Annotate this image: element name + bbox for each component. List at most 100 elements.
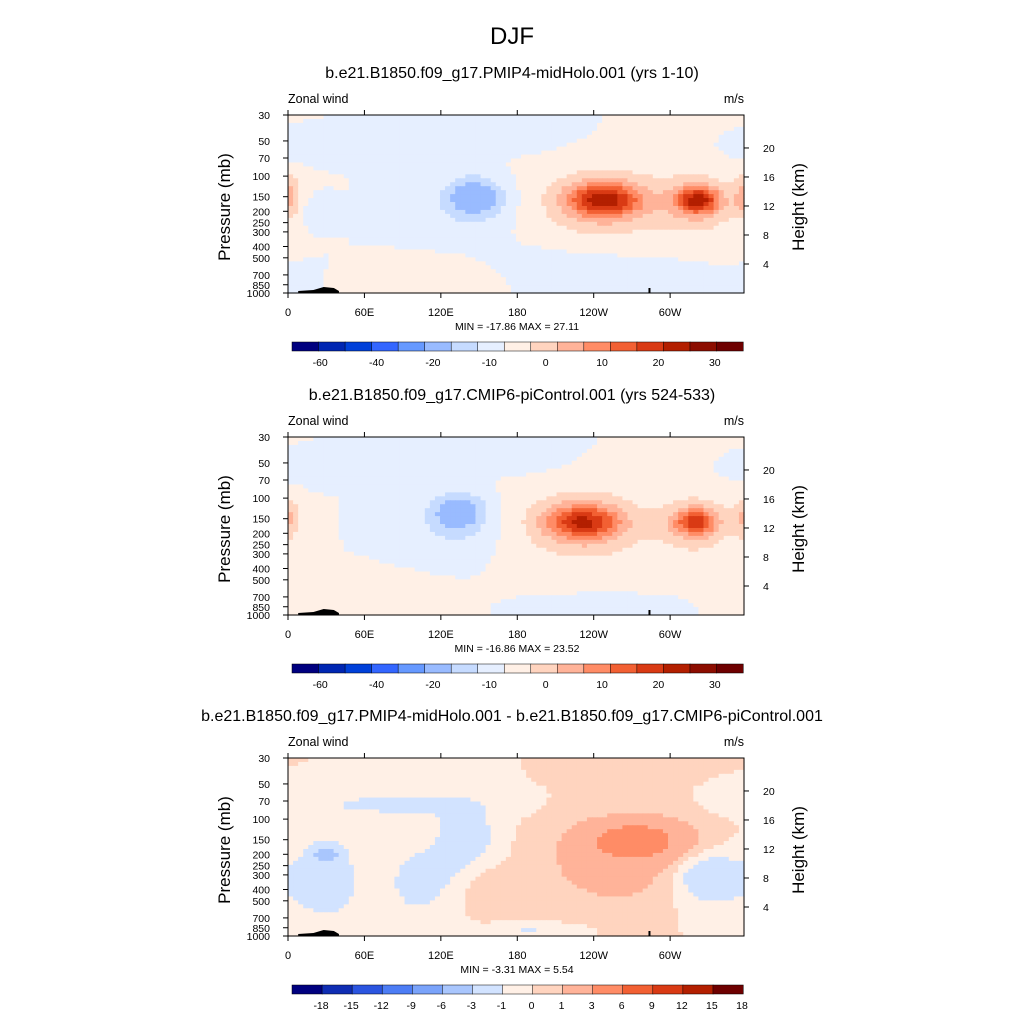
colorbar-label: -18 xyxy=(313,1000,328,1012)
colorbar-label: 15 xyxy=(706,1000,718,1012)
y-tick-label: 300 xyxy=(252,227,270,239)
colorbar-box xyxy=(450,663,479,674)
colorbar-label: -20 xyxy=(425,679,440,691)
colorbar-box xyxy=(450,341,479,352)
colorbar-box xyxy=(557,341,585,352)
plot-frame xyxy=(287,114,745,294)
chart-panel-2: b.e21.B1850.f09_g17.CMIP6-piControl.001 … xyxy=(215,387,808,691)
colorbar-box xyxy=(663,341,691,352)
colorbar-box xyxy=(397,663,426,674)
y-tick-label: 70 xyxy=(258,153,270,165)
colorbar-box xyxy=(442,984,473,995)
colorbar-box xyxy=(381,984,413,995)
colorbar-box xyxy=(532,984,564,995)
colorbar-box xyxy=(371,341,399,352)
y2-tick-label: 16 xyxy=(763,815,775,827)
y2-tick-label: 12 xyxy=(763,201,775,213)
panel-title: b.e21.B1850.f09_g17.CMIP6-piControl.001 … xyxy=(309,387,715,404)
colorbar-box xyxy=(712,984,744,995)
x-tick-label: 180 xyxy=(508,629,526,641)
plot-frame xyxy=(287,436,745,616)
y2-axis-label: Height (km) xyxy=(789,806,808,894)
y-tick-label: 500 xyxy=(252,575,270,587)
plot-frame xyxy=(287,757,745,937)
y-axis-label: Pressure (mb) xyxy=(215,796,234,904)
y-tick-label: 300 xyxy=(252,870,270,882)
y2-tick-label: 20 xyxy=(763,465,775,477)
y-tick-label: 250 xyxy=(252,540,270,552)
colorbar-box xyxy=(636,663,664,674)
topography xyxy=(298,609,339,615)
colorbar-box xyxy=(530,663,558,674)
y-tick-label: 250 xyxy=(252,218,270,230)
colorbar-label: 20 xyxy=(653,357,665,369)
colorbar-label: -10 xyxy=(482,679,497,691)
y-tick-label: 1000 xyxy=(247,931,271,943)
units-label: m/s xyxy=(724,735,744,749)
colorbar-box xyxy=(530,341,558,352)
topography xyxy=(648,610,651,615)
colorbar-box xyxy=(557,663,585,674)
y-tick-label: 30 xyxy=(258,432,270,444)
y-axis-label: Pressure (mb) xyxy=(215,153,234,261)
chart-panel-1: b.e21.B1850.f09_g17.PMIP4-midHolo.001 (y… xyxy=(215,65,808,369)
colorbar-label: 6 xyxy=(619,1000,625,1012)
x-tick-label: 180 xyxy=(508,307,526,319)
y2-axis-label: Height (km) xyxy=(789,485,808,573)
x-tick-label: 120E xyxy=(428,950,454,962)
colorbar-box xyxy=(583,341,611,352)
colorbar-box xyxy=(344,341,373,352)
y-tick-label: 200 xyxy=(252,528,270,540)
colorbar-box xyxy=(371,663,399,674)
colorbar-label: 3 xyxy=(589,1000,595,1012)
y-tick-label: 100 xyxy=(252,814,270,826)
colorbar-label: -1 xyxy=(497,1000,506,1012)
colorbar-box xyxy=(477,663,505,674)
y-tick-label: 500 xyxy=(252,896,270,908)
y-tick-label: 150 xyxy=(252,835,270,847)
colorbar-box xyxy=(291,341,320,352)
min-max-stats: MIN = -17.86 MAX = 27.11 xyxy=(455,321,579,333)
y-tick-label: 850 xyxy=(252,923,270,935)
x-tick-label: 60E xyxy=(355,307,375,319)
variable-label: Zonal wind xyxy=(288,414,348,428)
chart-panel-3: b.e21.B1850.f09_g17.PMIP4-midHolo.001 - … xyxy=(201,708,823,1012)
colorbar-label: 0 xyxy=(543,679,549,691)
y2-axis-label: Height (km) xyxy=(789,163,808,251)
y2-tick-label: 8 xyxy=(763,230,769,242)
colorbar-label: 1 xyxy=(559,1000,565,1012)
y-tick-label: 150 xyxy=(252,514,270,526)
x-tick-label: 60W xyxy=(659,307,682,319)
colorbar-label: 30 xyxy=(709,357,721,369)
colorbar-box xyxy=(663,663,691,674)
colorbar-box xyxy=(503,663,532,674)
y2-tick-label: 12 xyxy=(763,844,775,856)
x-tick-label: 60E xyxy=(355,629,375,641)
colorbar-label: -6 xyxy=(437,1000,446,1012)
y-tick-label: 30 xyxy=(258,753,270,765)
variable-label: Zonal wind xyxy=(288,735,348,749)
y-tick-label: 400 xyxy=(252,241,270,253)
y-tick-label: 850 xyxy=(252,602,270,614)
y2-tick-label: 16 xyxy=(763,494,775,506)
y-tick-label: 100 xyxy=(252,493,270,505)
colorbar-label: -15 xyxy=(344,1000,359,1012)
y-tick-label: 200 xyxy=(252,206,270,218)
y-tick-label: 400 xyxy=(252,884,270,896)
colorbar-box xyxy=(344,663,373,674)
y-tick-label: 50 xyxy=(258,458,270,470)
colorbar-box xyxy=(477,341,505,352)
colorbar-box xyxy=(351,984,383,995)
colorbar-label: 10 xyxy=(596,679,608,691)
colorbar-label: 9 xyxy=(649,1000,655,1012)
colorbar-label: -40 xyxy=(369,679,384,691)
topography xyxy=(298,930,339,936)
y-tick-label: 700 xyxy=(252,270,270,282)
y-tick-label: 70 xyxy=(258,475,270,487)
colorbar-box xyxy=(682,984,714,995)
colorbar-box xyxy=(652,984,684,995)
figure-title: DJF xyxy=(490,23,534,50)
x-tick-label: 60E xyxy=(355,950,375,962)
y-tick-label: 70 xyxy=(258,796,270,808)
